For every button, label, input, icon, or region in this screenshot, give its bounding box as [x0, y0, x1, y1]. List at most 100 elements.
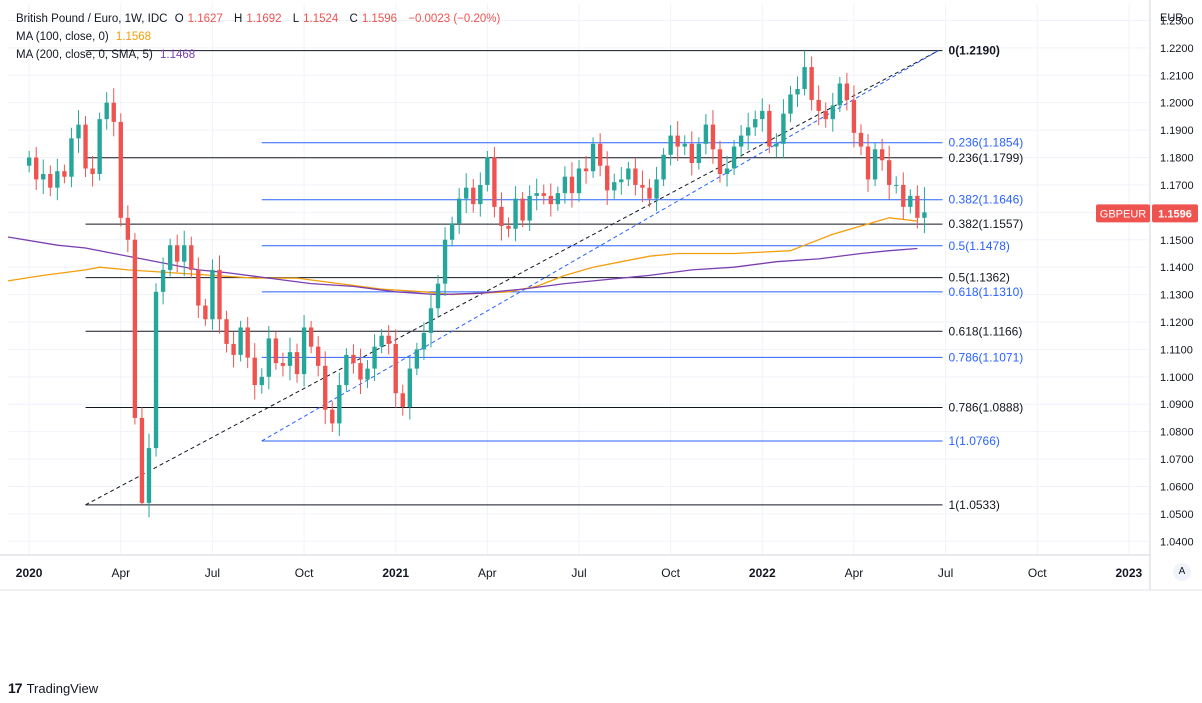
- time-tick-label: 2021: [382, 566, 409, 580]
- auto-scale-button[interactable]: A: [1173, 563, 1191, 581]
- time-tick-label: Jul: [205, 566, 220, 580]
- candle-down: [323, 365, 328, 410]
- candle-down: [125, 217, 131, 240]
- candle-down: [273, 338, 279, 364]
- candle-up: [365, 368, 370, 380]
- candle-down: [767, 110, 772, 147]
- candle-down: [647, 187, 652, 199]
- time-tick-label: 2023: [1116, 566, 1143, 580]
- candle-up: [259, 376, 264, 386]
- candle-up: [682, 143, 687, 147]
- candle-up: [478, 184, 483, 205]
- candle-down: [308, 327, 314, 347]
- candle-down: [118, 121, 123, 218]
- candle-up: [619, 179, 624, 183]
- price-tag-text: 1.1596: [1158, 208, 1192, 220]
- candle-down: [471, 187, 476, 205]
- candle-down: [851, 99, 857, 133]
- close-label: C: [349, 13, 358, 25]
- candle-down: [132, 239, 138, 418]
- price-tick-label: 1.2300: [1160, 15, 1194, 27]
- candle-up: [160, 269, 166, 292]
- candle-up: [837, 83, 843, 106]
- candle-up: [590, 143, 596, 172]
- fib-blue-label: 0.786(1.1071): [949, 350, 1024, 364]
- symbol-line[interactable]: British Pound / Euro, 1W, IDC: [16, 13, 168, 25]
- candle-down: [174, 245, 180, 262]
- candle-up: [908, 195, 913, 207]
- candle-up: [104, 102, 109, 120]
- candle-down: [865, 146, 871, 180]
- candle-down: [548, 195, 553, 205]
- tradingview-logo[interactable]: 17 TradingView: [8, 680, 98, 696]
- candle-up: [781, 113, 786, 144]
- candle-up: [753, 119, 758, 128]
- ma100-label: MA (100, close, 0): [16, 31, 109, 43]
- candle-down: [48, 173, 53, 188]
- candle-down: [858, 132, 864, 147]
- ma100-value: 1.1568: [115, 31, 152, 43]
- legend-ma200[interactable]: MA (200, close, 0, SMA, 5) 1.1468: [16, 47, 199, 63]
- price-tick-label: 1.0500: [1160, 509, 1194, 521]
- low-label: L: [292, 13, 300, 25]
- candle-up: [449, 223, 455, 240]
- candle-up: [337, 385, 342, 424]
- candle-up: [661, 154, 666, 180]
- candle-down: [633, 168, 638, 185]
- price-tick-label: 1.0700: [1160, 454, 1194, 466]
- candle-down: [597, 143, 603, 166]
- candle-down: [640, 184, 645, 188]
- candle-down: [710, 124, 716, 150]
- candle-up: [182, 245, 187, 262]
- candle-up: [894, 184, 899, 186]
- high-label: H: [234, 13, 243, 25]
- candle-down: [823, 110, 828, 120]
- legend-ma100[interactable]: MA (100, close, 0) 1.1568: [16, 29, 155, 45]
- ma100-line: [7, 217, 918, 296]
- candle-down: [717, 149, 723, 174]
- candle-down: [351, 354, 356, 364]
- candle-up: [802, 67, 807, 89]
- candle-up: [513, 198, 518, 229]
- candle-up: [421, 332, 427, 350]
- candle-down: [816, 99, 821, 111]
- candle-down: [809, 67, 814, 100]
- fib-blue-label: 0.5(1.1478): [949, 239, 1010, 253]
- candle-down: [499, 206, 504, 227]
- candle-up: [372, 346, 377, 369]
- candle-up: [788, 94, 793, 114]
- open-label: O: [174, 13, 184, 25]
- candle-down: [34, 157, 39, 180]
- candle-down: [252, 357, 257, 386]
- candle-down: [675, 135, 680, 147]
- candle-down: [330, 409, 335, 424]
- candle-down: [689, 143, 694, 163]
- candle-up: [266, 338, 272, 377]
- candle-up: [407, 368, 413, 407]
- candle-up: [287, 352, 293, 366]
- price-tick-label: 1.1800: [1160, 153, 1194, 165]
- price-tick-label: 1.2100: [1160, 70, 1194, 82]
- candle-up: [696, 143, 702, 163]
- time-tick-label: Apr: [478, 566, 497, 580]
- change-value: −0.0023 (−0.20%): [408, 13, 501, 25]
- candle-up: [668, 135, 673, 155]
- candle-up: [76, 124, 81, 139]
- candle-up: [555, 193, 561, 205]
- candle-up: [576, 168, 582, 194]
- fib-black-label: 0(1.2190): [949, 44, 1000, 58]
- candle-up: [167, 245, 173, 270]
- candle-down: [196, 269, 201, 306]
- symbol-tag-text: GBPEUR: [1100, 208, 1147, 220]
- candle-down: [393, 343, 398, 394]
- candle-up: [55, 171, 60, 188]
- logo-text: TradingView: [26, 680, 99, 696]
- candle-up: [344, 354, 349, 386]
- price-tick-label: 1.1300: [1160, 290, 1194, 302]
- candle-up: [435, 283, 441, 309]
- candle-up: [464, 187, 469, 199]
- fib-black-label: 1(1.0533): [949, 498, 1000, 512]
- ma200-value: 1.1468: [159, 49, 196, 61]
- candle-down: [217, 269, 222, 320]
